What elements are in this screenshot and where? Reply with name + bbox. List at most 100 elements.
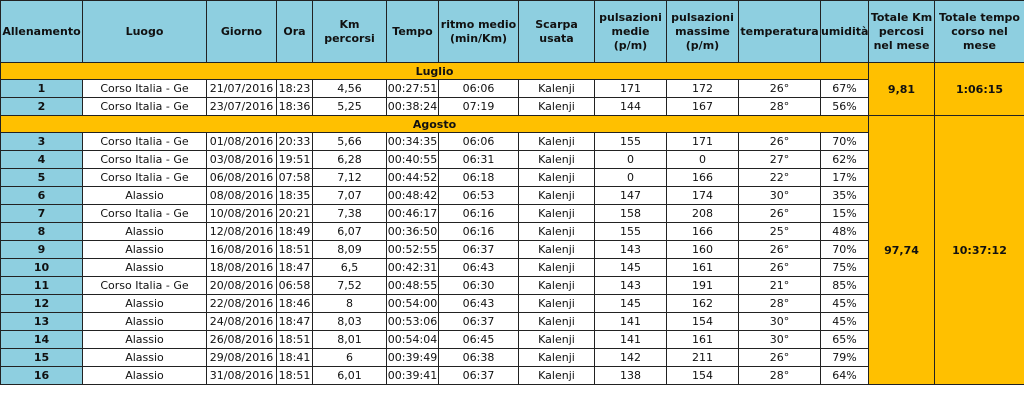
cell-ritmo[interactable]: 06:38	[438, 348, 519, 367]
cell-scarpa[interactable]: Kalenji	[518, 168, 595, 187]
cell-ritmo[interactable]: 06:31	[438, 150, 519, 169]
cell-allenamento[interactable]: 10	[0, 258, 83, 277]
cell-ritmo[interactable]: 07:19	[438, 97, 519, 116]
cell-pulsazioni-medie[interactable]: 0	[594, 150, 667, 169]
month-total-time[interactable]: 10:37:12	[934, 115, 1024, 385]
col-header-ora[interactable]: Ora	[276, 0, 313, 63]
cell-ora[interactable]: 18:23	[276, 79, 313, 98]
cell-km[interactable]: 8,01	[312, 330, 387, 349]
col-header-km[interactable]: Km percorsi	[312, 0, 387, 63]
cell-temperatura[interactable]: 26°	[738, 258, 821, 277]
cell-pulsazioni-massime[interactable]: 211	[666, 348, 739, 367]
cell-luogo[interactable]: Corso Italia - Ge	[82, 79, 207, 98]
cell-km[interactable]: 6,28	[312, 150, 387, 169]
cell-pulsazioni-massime[interactable]: 161	[666, 330, 739, 349]
cell-scarpa[interactable]: Kalenji	[518, 240, 595, 259]
cell-scarpa[interactable]: Kalenji	[518, 79, 595, 98]
cell-pulsazioni-massime[interactable]: 167	[666, 97, 739, 116]
cell-umidita[interactable]: 70%	[820, 240, 869, 259]
cell-ritmo[interactable]: 06:37	[438, 366, 519, 385]
cell-ritmo[interactable]: 06:06	[438, 132, 519, 151]
cell-temperatura[interactable]: 26°	[738, 204, 821, 223]
cell-ritmo[interactable]: 06:43	[438, 258, 519, 277]
cell-luogo[interactable]: Alassio	[82, 348, 207, 367]
cell-luogo[interactable]: Alassio	[82, 186, 207, 205]
cell-ritmo[interactable]: 06:30	[438, 276, 519, 295]
col-header-totale-tempo[interactable]: Totale tempo corso nel mese	[934, 0, 1024, 63]
cell-allenamento[interactable]: 12	[0, 294, 83, 313]
cell-ora[interactable]: 20:33	[276, 132, 313, 151]
cell-luogo[interactable]: Corso Italia - Ge	[82, 204, 207, 223]
cell-pulsazioni-medie[interactable]: 141	[594, 330, 667, 349]
cell-tempo[interactable]: 00:34:35	[386, 132, 439, 151]
cell-giorno[interactable]: 23/07/2016	[206, 97, 277, 116]
cell-giorno[interactable]: 18/08/2016	[206, 258, 277, 277]
col-header-giorno[interactable]: Giorno	[206, 0, 277, 63]
cell-scarpa[interactable]: Kalenji	[518, 222, 595, 241]
cell-km[interactable]: 5,66	[312, 132, 387, 151]
cell-giorno[interactable]: 29/08/2016	[206, 348, 277, 367]
cell-allenamento[interactable]: 13	[0, 312, 83, 331]
cell-ritmo[interactable]: 06:53	[438, 186, 519, 205]
cell-km[interactable]: 7,38	[312, 204, 387, 223]
cell-temperatura[interactable]: 25°	[738, 222, 821, 241]
cell-tempo[interactable]: 00:48:42	[386, 186, 439, 205]
cell-temperatura[interactable]: 26°	[738, 132, 821, 151]
cell-scarpa[interactable]: Kalenji	[518, 276, 595, 295]
cell-tempo[interactable]: 00:36:50	[386, 222, 439, 241]
cell-ritmo[interactable]: 06:45	[438, 330, 519, 349]
cell-temperatura[interactable]: 28°	[738, 97, 821, 116]
cell-luogo[interactable]: Corso Italia - Ge	[82, 97, 207, 116]
cell-ora[interactable]: 18:41	[276, 348, 313, 367]
cell-pulsazioni-medie[interactable]: 155	[594, 132, 667, 151]
cell-ora[interactable]: 07:58	[276, 168, 313, 187]
cell-giorno[interactable]: 24/08/2016	[206, 312, 277, 331]
cell-tempo[interactable]: 00:52:55	[386, 240, 439, 259]
cell-tempo[interactable]: 00:44:52	[386, 168, 439, 187]
cell-temperatura[interactable]: 30°	[738, 186, 821, 205]
cell-temperatura[interactable]: 30°	[738, 312, 821, 331]
cell-km[interactable]: 5,25	[312, 97, 387, 116]
cell-allenamento[interactable]: 15	[0, 348, 83, 367]
cell-ora[interactable]: 18:46	[276, 294, 313, 313]
cell-umidita[interactable]: 35%	[820, 186, 869, 205]
col-header-ritmo[interactable]: ritmo medio (min/Km)	[438, 0, 519, 63]
cell-umidita[interactable]: 15%	[820, 204, 869, 223]
cell-luogo[interactable]: Corso Italia - Ge	[82, 150, 207, 169]
cell-ritmo[interactable]: 06:37	[438, 240, 519, 259]
cell-umidita[interactable]: 48%	[820, 222, 869, 241]
cell-tempo[interactable]: 00:42:31	[386, 258, 439, 277]
cell-ora[interactable]: 18:47	[276, 258, 313, 277]
cell-km[interactable]: 6,01	[312, 366, 387, 385]
month-label[interactable]: Luglio	[0, 62, 869, 80]
cell-allenamento[interactable]: 4	[0, 150, 83, 169]
cell-scarpa[interactable]: Kalenji	[518, 312, 595, 331]
col-header-pulsazioni-medie[interactable]: pulsazioni medie (p/m)	[594, 0, 667, 63]
cell-km[interactable]: 8,09	[312, 240, 387, 259]
cell-luogo[interactable]: Alassio	[82, 312, 207, 331]
col-header-tempo[interactable]: Tempo	[386, 0, 439, 63]
cell-allenamento[interactable]: 1	[0, 79, 83, 98]
cell-pulsazioni-medie[interactable]: 0	[594, 168, 667, 187]
cell-giorno[interactable]: 06/08/2016	[206, 168, 277, 187]
cell-ora[interactable]: 18:35	[276, 186, 313, 205]
cell-giorno[interactable]: 01/08/2016	[206, 132, 277, 151]
cell-giorno[interactable]: 20/08/2016	[206, 276, 277, 295]
cell-giorno[interactable]: 26/08/2016	[206, 330, 277, 349]
cell-km[interactable]: 7,07	[312, 186, 387, 205]
cell-temperatura[interactable]: 22°	[738, 168, 821, 187]
cell-allenamento[interactable]: 6	[0, 186, 83, 205]
cell-ritmo[interactable]: 06:16	[438, 222, 519, 241]
cell-umidita[interactable]: 17%	[820, 168, 869, 187]
cell-umidita[interactable]: 62%	[820, 150, 869, 169]
cell-umidita[interactable]: 67%	[820, 79, 869, 98]
cell-ora[interactable]: 18:47	[276, 312, 313, 331]
cell-ora[interactable]: 18:36	[276, 97, 313, 116]
cell-allenamento[interactable]: 2	[0, 97, 83, 116]
cell-tempo[interactable]: 00:39:49	[386, 348, 439, 367]
cell-pulsazioni-medie[interactable]: 171	[594, 79, 667, 98]
cell-ritmo[interactable]: 06:18	[438, 168, 519, 187]
col-header-scarpa[interactable]: Scarpa usata	[518, 0, 595, 63]
cell-allenamento[interactable]: 5	[0, 168, 83, 187]
cell-ora[interactable]: 19:51	[276, 150, 313, 169]
